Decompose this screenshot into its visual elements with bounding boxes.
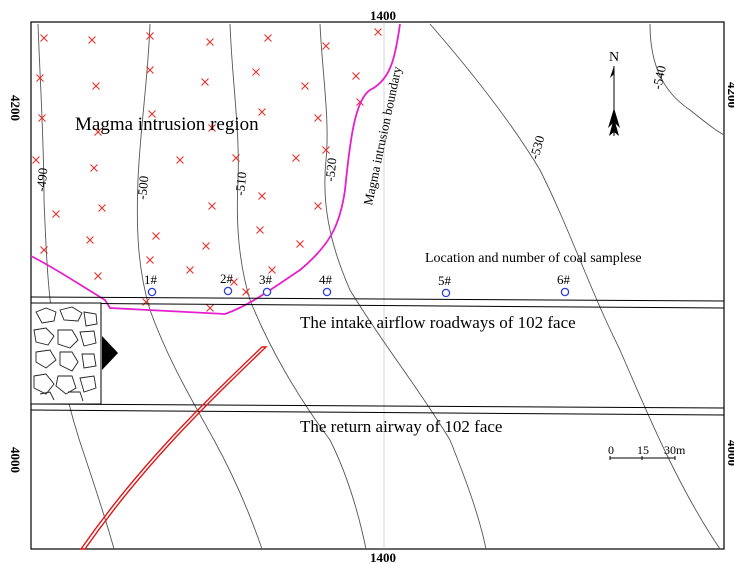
magma-x-mark	[208, 124, 216, 132]
return-roadway-label: The return airway of 102 face	[300, 417, 502, 436]
sample-point-label: 1#	[144, 272, 158, 287]
contour-label-520: -520	[322, 157, 339, 182]
magma-x-mark	[374, 28, 382, 36]
magma-x-mark	[146, 256, 154, 264]
magma-x-mark	[296, 240, 304, 248]
magma-x-mark	[202, 242, 210, 250]
sample-point-label: 3#	[259, 272, 273, 287]
magma-x-mark	[201, 78, 209, 86]
sample-point-marker	[441, 288, 451, 298]
magma-x-mark	[38, 114, 46, 122]
magma-x-mark	[32, 156, 40, 164]
magma-x-mark	[232, 154, 240, 162]
magma-x-mark	[142, 298, 150, 306]
grid-label-bottom: 1400	[370, 550, 396, 563]
sample-point-marker	[560, 287, 570, 297]
intake-roadway-line-1	[30, 296, 725, 302]
contour-520	[319, 23, 487, 550]
sample-point-label: 2#	[220, 271, 234, 286]
magma-x-mark	[256, 226, 264, 234]
magma-x-mark	[186, 266, 194, 274]
magma-x-mark	[264, 34, 272, 42]
sample-point-marker	[322, 287, 332, 297]
magma-x-mark	[292, 154, 300, 162]
sample-point-label: 6#	[557, 272, 571, 287]
magma-x-mark	[94, 128, 102, 136]
magma-x-mark	[322, 42, 330, 50]
magma-x-mark	[92, 82, 100, 90]
magma-x-mark	[176, 156, 184, 164]
intake-roadway-line-2	[30, 302, 725, 309]
magma-x-mark	[252, 68, 260, 76]
magma-x-mark	[52, 210, 60, 218]
magma-x-mark	[94, 272, 102, 280]
magma-x-mark	[146, 32, 154, 40]
sample-point-marker	[223, 286, 233, 296]
magma-x-mark	[90, 164, 98, 172]
magma-x-mark	[258, 108, 266, 116]
advance-direction-arrow	[102, 336, 118, 370]
magma-x-mark	[322, 146, 330, 154]
return-roadway-line-2	[30, 409, 725, 416]
magma-x-mark	[40, 34, 48, 42]
scale-bar: 0 15 30m	[608, 443, 686, 460]
magma-x-mark	[36, 74, 44, 82]
contour-510	[229, 23, 367, 550]
scale-label-15: 15	[637, 443, 649, 457]
contour-490	[37, 23, 115, 550]
magma-boundary-line	[30, 23, 401, 315]
magma-x-mark	[98, 204, 106, 212]
contour-label-540: -540	[649, 64, 669, 90]
magma-x-mark	[352, 72, 360, 80]
magma-x-mark	[314, 202, 322, 210]
scale-label-30: 30m	[664, 443, 686, 457]
magma-x-mark	[268, 266, 276, 274]
magma-x-mark	[88, 36, 96, 44]
north-label: N	[609, 50, 619, 65]
north-arrow: N	[608, 50, 620, 136]
samples-title: Location and number of coal samplese	[425, 251, 642, 266]
contour-label-500: -500	[134, 175, 151, 200]
magma-x-mark	[40, 246, 48, 254]
grid-label-right-4000: 4000	[725, 440, 734, 466]
grid-label-left-4000: 4000	[8, 447, 23, 473]
contour-540	[649, 23, 725, 136]
magma-x-mark	[206, 38, 214, 46]
magma-x-mark	[314, 114, 322, 122]
magma-intrusion-marks	[32, 28, 382, 312]
magma-region-label: Magma intrusion region	[75, 114, 259, 135]
scale-label-0: 0	[608, 443, 614, 457]
grid-label-top: 1400	[370, 8, 396, 23]
sample-points: 1# 2# 3# 4# 5# 6#	[144, 271, 571, 298]
contour-label-510: -510	[232, 171, 249, 196]
sample-point-label: 5#	[438, 273, 452, 288]
magma-x-mark	[301, 82, 309, 90]
magma-x-mark	[258, 192, 266, 200]
return-roadway-line-1	[30, 403, 725, 409]
magma-x-mark	[146, 66, 154, 74]
magma-x-mark	[148, 110, 156, 118]
magma-x-mark	[86, 236, 94, 244]
magma-x-mark	[230, 278, 238, 286]
contour-530	[429, 23, 721, 550]
fault-line	[79, 346, 268, 550]
contour-label-490: -490	[33, 167, 50, 192]
magma-x-mark	[206, 304, 214, 312]
magma-x-mark	[208, 202, 216, 210]
grid-label-left-4200: 4200	[8, 95, 23, 121]
grid-label-right-4200: 4200	[725, 82, 734, 108]
sample-point-marker	[262, 287, 272, 297]
magma-x-mark	[152, 232, 160, 240]
magma-x-mark	[242, 288, 250, 296]
intake-roadway-label: The intake airflow roadways of 102 face	[300, 313, 576, 332]
map-frame	[30, 21, 725, 550]
sample-point-label: 4#	[319, 272, 333, 287]
magma-boundary-label: Magma intrusion boundary	[360, 65, 404, 207]
goaf-zone	[30, 302, 102, 405]
sample-point-marker	[147, 287, 157, 297]
contour-label-530: -530	[526, 134, 547, 161]
